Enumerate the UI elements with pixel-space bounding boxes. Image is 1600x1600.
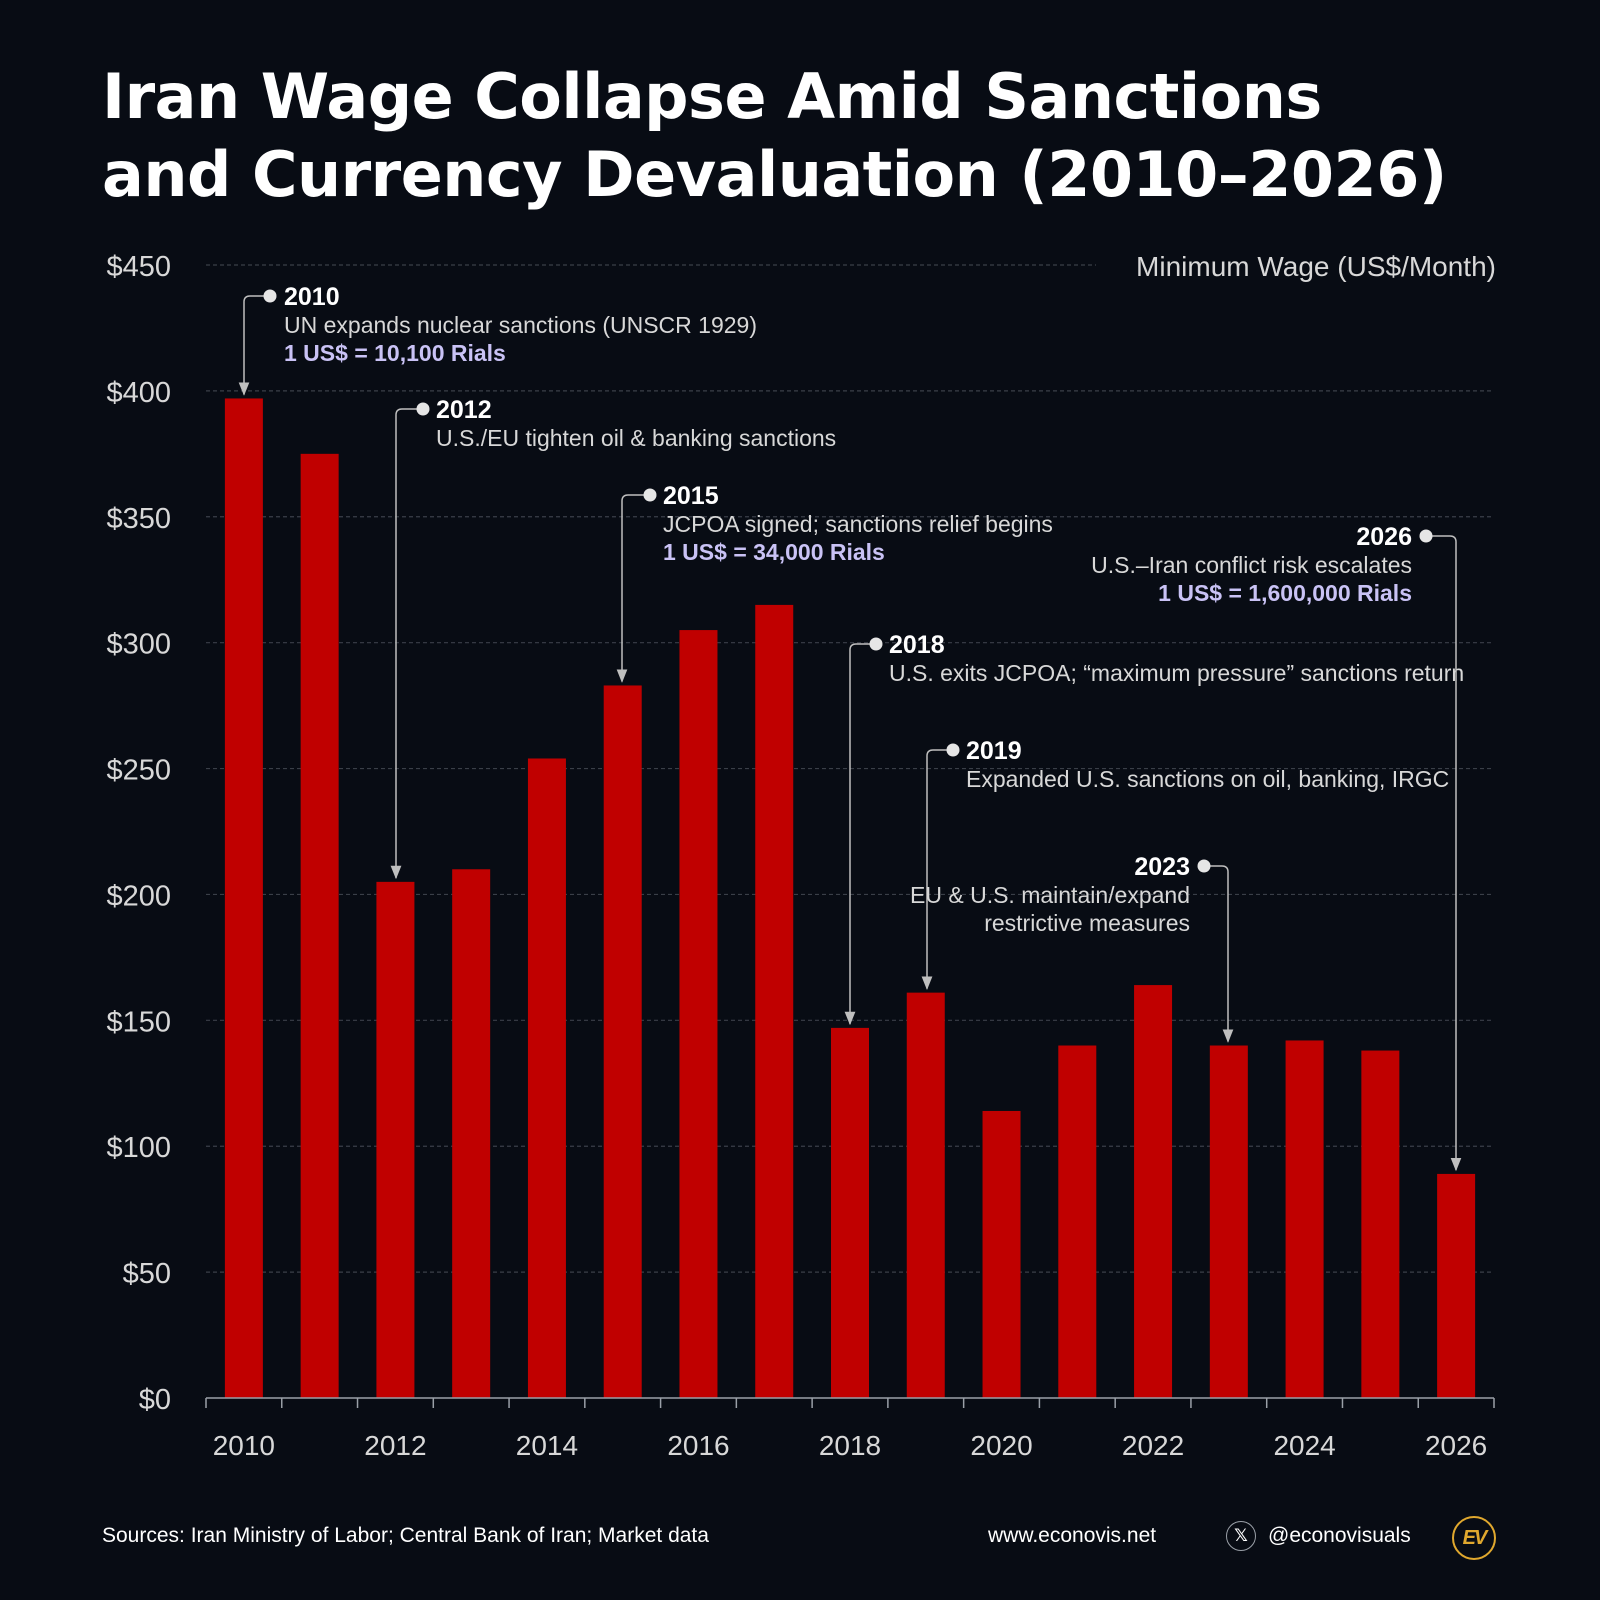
x-tick-label-2012: 2012 <box>364 1430 426 1461</box>
y-tick-label: $50 <box>123 1258 171 1290</box>
bar-2011 <box>300 453 339 1398</box>
x-tick-label-2026: 2026 <box>1425 1430 1487 1461</box>
annotation-rate-2015: 1 US$ = 34,000 Rials <box>663 539 885 565</box>
x-tick-label-2020: 2020 <box>970 1430 1032 1461</box>
y-tick-label: $250 <box>106 755 171 787</box>
annotation-year-2018: 2018 <box>889 631 945 659</box>
annotation-connector-2019 <box>921 749 953 990</box>
annotation-text-2012-0: U.S./EU tighten oil & banking sanctions <box>436 425 836 451</box>
annotation-dot-2023 <box>1197 859 1211 873</box>
bar-2024 <box>1285 1040 1324 1398</box>
bar-2018 <box>831 1027 869 1398</box>
bar-2025 <box>1361 1050 1400 1398</box>
bar-2022 <box>1134 985 1173 1398</box>
y-tick-label: $450 <box>106 251 171 283</box>
x-logo-icon[interactable]: 𝕏 <box>1226 1521 1256 1551</box>
chart-title: Iran Wage Collapse Amid Sanctions and Cu… <box>102 58 1447 214</box>
bar-2013 <box>452 869 491 1398</box>
social-handle[interactable]: @econovisuals <box>1268 1524 1411 1547</box>
y-tick-label: $100 <box>106 1132 171 1164</box>
bar-2023 <box>1209 1045 1248 1398</box>
y-tick-label: $200 <box>106 880 171 912</box>
chart-title-line-2: and Currency Devaluation (2010–2026) <box>102 138 1447 211</box>
econovis-logo: EV <box>1452 1516 1496 1560</box>
annotation-dot-2018 <box>869 637 883 651</box>
annotation-year-2026: 2026 <box>1356 523 1412 551</box>
annotation-connector-2010 <box>238 295 270 396</box>
annotation-dot-2019 <box>946 743 960 757</box>
annotation-rate-2010: 1 US$ = 10,100 Rials <box>284 340 506 366</box>
annotation-text-2023-0: EU & U.S. maintain/expand <box>910 882 1190 908</box>
series-label: Minimum Wage (US$/Month) <box>1136 251 1496 282</box>
x-tick-label-2016: 2016 <box>667 1430 729 1461</box>
bar-2020 <box>982 1110 1021 1398</box>
annotation-dot-2012 <box>416 402 430 416</box>
sources-note: Sources: Iran Ministry of Labor; Central… <box>102 1524 709 1547</box>
annotation-year-2015: 2015 <box>663 482 719 510</box>
bar-2015 <box>603 685 642 1398</box>
annotation-connector-2018 <box>844 643 876 1026</box>
bar-2010 <box>224 398 263 1398</box>
annotation-dot-2010 <box>263 289 277 303</box>
y-tick-label: $400 <box>106 377 171 409</box>
bar-2026 <box>1437 1173 1476 1398</box>
y-tick-label: $0 <box>139 1384 171 1416</box>
annotation-year-2012: 2012 <box>436 396 492 424</box>
x-tick-label-2014: 2014 <box>516 1430 578 1461</box>
bar-2017 <box>755 604 794 1398</box>
annotation-year-2010: 2010 <box>284 283 340 311</box>
annotation-text-2018-0: U.S. exits JCPOA; “maximum pressure” san… <box>889 660 1464 686</box>
y-tick-label: $150 <box>106 1006 171 1038</box>
x-tick-label-2024: 2024 <box>1273 1430 1335 1461</box>
annotation-year-2023: 2023 <box>1134 853 1190 881</box>
annotation-text-2010-0: UN expands nuclear sanctions (UNSCR 1929… <box>284 312 757 338</box>
annotation-dot-2015 <box>643 488 657 502</box>
website-link[interactable]: www.econovis.net <box>988 1524 1157 1547</box>
bar-2012 <box>376 881 415 1398</box>
bar-2016 <box>679 630 718 1398</box>
chart-title-line-1: Iran Wage Collapse Amid Sanctions <box>102 60 1322 133</box>
annotation-dot-2026 <box>1419 529 1433 543</box>
bar-2014 <box>527 758 566 1398</box>
x-tick-label-2022: 2022 <box>1122 1430 1184 1461</box>
annotation-connector-2012 <box>390 408 423 880</box>
bar-2021 <box>1058 1045 1097 1398</box>
x-tick-label-2010: 2010 <box>213 1430 275 1461</box>
annotation-text-2019-0: Expanded U.S. sanctions on oil, banking,… <box>966 766 1449 792</box>
annotation-rate-2026: 1 US$ = 1,600,000 Rials <box>1158 580 1412 606</box>
y-tick-label: $350 <box>106 503 171 535</box>
annotation-text-2023-1: restrictive measures <box>984 910 1190 936</box>
annotation-text-2015-0: JCPOA signed; sanctions relief begins <box>663 511 1053 537</box>
bar-2019 <box>906 992 945 1398</box>
y-tick-label: $300 <box>106 629 171 661</box>
annotation-connector-2026 <box>1426 535 1462 1172</box>
annotation-year-2019: 2019 <box>966 737 1022 765</box>
annotation-connector-2023 <box>1204 865 1234 1043</box>
annotation-connector-2015 <box>616 494 650 683</box>
x-tick-label-2018: 2018 <box>819 1430 881 1461</box>
annotation-text-2026-0: U.S.–Iran conflict risk escalates <box>1091 552 1412 578</box>
